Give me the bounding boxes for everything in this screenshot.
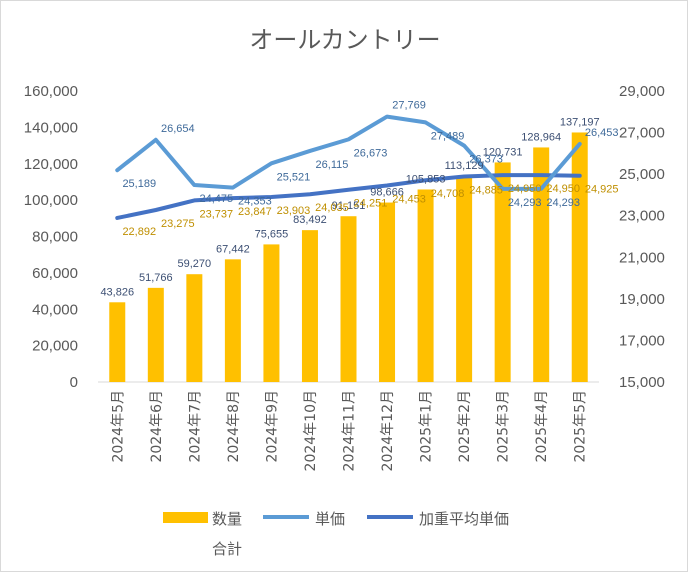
x-tick-label: 2024年5月 <box>110 390 126 463</box>
weighted-average-data-label: 24,950 <box>546 183 580 195</box>
unit-price-data-label: 26,673 <box>354 147 388 159</box>
weighted-average-data-label: 24,925 <box>585 184 619 196</box>
legend-label-unit-price: 単価 <box>315 510 345 528</box>
unit-price-data-label: 27,769 <box>392 100 426 112</box>
axes: 0 20,000 40,000 60,000 80,000 100,000 120,000 1… <box>24 83 665 471</box>
unit-price-line <box>115 114 582 191</box>
weighted-average-data-label: 24,035 <box>315 202 349 214</box>
x-tick-label: 2024年10月 <box>303 390 319 471</box>
weighted-average-data-label: 22,892 <box>122 226 156 238</box>
bar-data-label: 113,129 <box>445 160 484 172</box>
x-tick-label: 2024年9月 <box>264 390 280 463</box>
bar-data-label: 98,666 <box>370 187 404 199</box>
chart-title: オールカントリー <box>249 26 440 54</box>
x-tick-label: 2024年12月 <box>380 390 396 471</box>
bar <box>301 230 318 382</box>
y-left-tick-label: 140,000 <box>24 119 78 136</box>
weighted-average-data-label: 24,453 <box>392 194 426 206</box>
unit-price-data-label: 26,654 <box>161 123 195 135</box>
y-left-tick-label: 100,000 <box>24 192 78 209</box>
weighted-average-data-label: 24,950 <box>508 183 542 195</box>
bar <box>224 259 241 382</box>
bar-data-label: 105,853 <box>406 173 446 185</box>
legend-label-weighted-average: 加重平均単価 <box>419 510 509 528</box>
y-right-tick-label: 27,000 <box>619 125 665 142</box>
unit-price-data-label: 24,475 <box>200 193 234 205</box>
legend-label-quantity: 数量 <box>212 510 242 528</box>
weighted-average-data-label: 23,737 <box>200 208 234 220</box>
data-labels: 43,826 51,766 59,270 67,442 75,655 83,492 91,1… <box>100 100 618 299</box>
weighted-average-data-label: 24,708 <box>431 188 465 200</box>
bar <box>571 132 588 382</box>
y-right-tick-label: 23,000 <box>619 208 665 225</box>
y-left-tick-label: 0 <box>70 374 78 391</box>
bar-data-label: 51,766 <box>139 272 173 284</box>
weighted-average-data-label: 24,885 <box>469 185 503 197</box>
line-series-weighted-average <box>115 173 582 220</box>
bar <box>533 147 550 382</box>
bar-data-label: 120,731 <box>483 146 523 158</box>
y-left-tick-label: 20,000 <box>32 338 78 355</box>
bar <box>379 202 396 382</box>
bar-data-label: 59,270 <box>178 258 212 270</box>
unit-price-data-label: 26,373 <box>469 154 503 166</box>
y-right-tick-label: 19,000 <box>619 291 665 308</box>
y-right-tick-label: 21,000 <box>619 249 665 266</box>
x-tick-label: 2025年5月 <box>573 390 589 463</box>
unit-price-data-label: 26,453 <box>585 127 619 139</box>
bar-data-label: 43,826 <box>100 286 134 298</box>
bar-data-label: 91,151 <box>332 200 366 212</box>
y-right-tick-label: 25,000 <box>619 166 665 183</box>
legend: 数量 合計 単価 加重平均単価 <box>163 510 509 558</box>
y-left-tick-label: 80,000 <box>32 229 78 246</box>
unit-price-data-label: 27,489 <box>431 130 465 142</box>
unit-price-data-label: 24,293 <box>546 197 580 209</box>
y-left-tick-label: 40,000 <box>32 301 78 318</box>
y-right-tick-label: 17,000 <box>619 332 665 349</box>
bar-data-label: 128,964 <box>521 131 561 143</box>
legend-swatch-quantity <box>163 512 208 523</box>
y-left-tick-label: 60,000 <box>32 265 78 282</box>
y-right-tick-label: 29,000 <box>619 83 665 100</box>
unit-price-data-label: 24,293 <box>508 197 542 209</box>
weighted-average-data-label: 23,847 <box>238 206 272 218</box>
x-tick-label: 2025年1月 <box>419 390 435 463</box>
bar-data-label: 137,197 <box>560 116 600 128</box>
bar <box>340 216 357 382</box>
legend-sublabel-quantity: 合計 <box>212 540 242 558</box>
bar <box>109 302 126 382</box>
bar <box>417 189 434 382</box>
bar <box>186 274 203 382</box>
line-series-unit-price <box>115 114 582 191</box>
x-tick-label: 2024年7月 <box>187 390 203 463</box>
bar-series-quantity <box>109 132 588 382</box>
unit-price-data-label: 25,521 <box>277 171 311 183</box>
bar-data-label: 83,492 <box>293 214 327 226</box>
weighted-average-data-label: 23,903 <box>277 205 311 217</box>
y-right-tick-label: 15,000 <box>619 374 665 391</box>
bar-data-label: 67,442 <box>216 243 250 255</box>
x-tick-label: 2024年8月 <box>226 390 242 463</box>
bar <box>263 244 280 382</box>
y-left-tick-label: 120,000 <box>24 156 78 173</box>
weighted-average-data-label: 24,251 <box>354 198 388 210</box>
x-tick-label: 2025年3月 <box>496 390 512 463</box>
x-tick-label: 2024年11月 <box>342 390 358 471</box>
x-tick-label: 2024年6月 <box>149 390 165 463</box>
unit-price-data-label: 26,115 <box>316 159 349 171</box>
bar-data-label: 75,655 <box>255 228 289 240</box>
unit-price-data-label: 25,189 <box>122 178 156 190</box>
bar <box>147 287 164 382</box>
x-tick-label: 2025年4月 <box>534 390 550 463</box>
bar <box>456 176 473 382</box>
y-left-tick-label: 160,000 <box>24 83 78 100</box>
x-tick-label: 2025年2月 <box>457 390 473 463</box>
unit-price-data-label: 24,353 <box>238 196 272 208</box>
weighted-average-data-label: 23,275 <box>161 218 195 230</box>
bar <box>494 162 511 382</box>
weighted-average-line <box>115 173 582 220</box>
